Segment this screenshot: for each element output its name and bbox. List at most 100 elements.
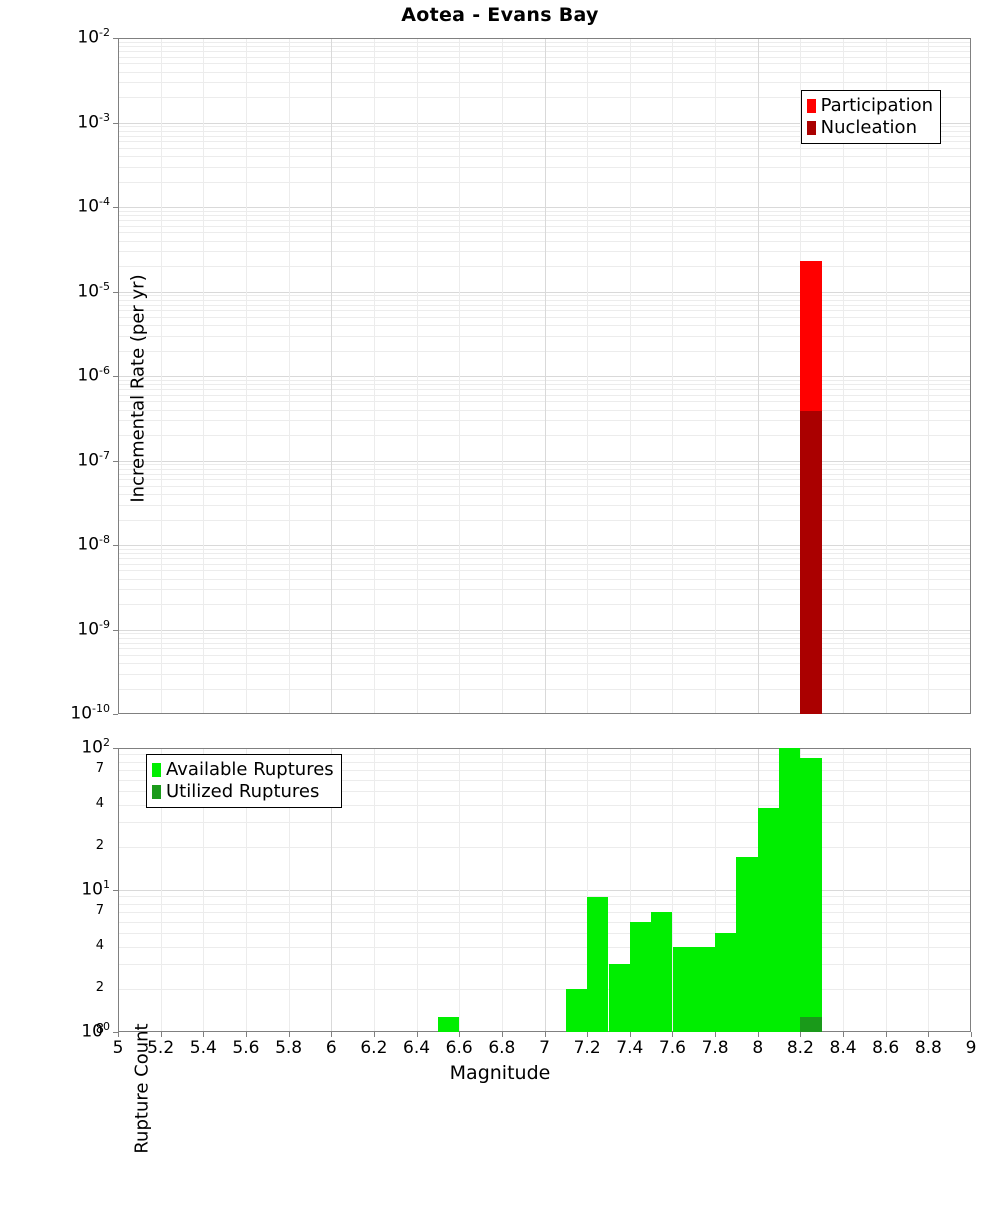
y-tick-mark bbox=[113, 630, 118, 631]
bar-nucleation bbox=[800, 410, 822, 714]
gridline-vertical bbox=[459, 38, 460, 714]
gridline-horizontal bbox=[118, 226, 971, 227]
gridline-vertical bbox=[928, 748, 929, 1032]
y-tick-mark bbox=[113, 748, 118, 749]
x-tick-label: 7.8 bbox=[701, 1038, 729, 1058]
y-tick-label: 101 bbox=[81, 878, 110, 900]
gridline-vertical bbox=[417, 748, 418, 1032]
gridline-horizontal bbox=[118, 589, 971, 590]
x-tick-label: 8.2 bbox=[786, 1038, 814, 1058]
gridline-horizontal bbox=[118, 420, 971, 421]
y-tick-label: 10-8 bbox=[77, 533, 110, 555]
x-tick-mark bbox=[161, 1032, 162, 1037]
top-panel-legend: Participation Nucleation bbox=[800, 90, 941, 144]
gridline-horizontal bbox=[118, 389, 971, 390]
gridline-horizontal bbox=[118, 505, 971, 506]
x-tick-mark bbox=[417, 1032, 418, 1037]
x-tick-label: 9 bbox=[965, 1038, 977, 1058]
gridline-horizontal bbox=[118, 896, 971, 897]
gridline-horizontal bbox=[118, 317, 971, 318]
gridline-horizontal bbox=[118, 822, 971, 823]
y-tick-label: 10-4 bbox=[77, 195, 110, 217]
x-tick-mark bbox=[800, 1032, 801, 1037]
gridline-vertical bbox=[203, 748, 204, 1032]
bar-available-ruptures bbox=[800, 758, 822, 1032]
gridline-horizontal bbox=[118, 141, 971, 142]
y-tick-mark bbox=[113, 292, 118, 293]
gridline-horizontal bbox=[118, 220, 971, 221]
gridline-horizontal bbox=[118, 148, 971, 149]
x-tick-mark bbox=[587, 1032, 588, 1037]
gridline-horizontal bbox=[118, 51, 971, 52]
gridline-horizontal bbox=[118, 46, 971, 47]
gridline-vertical bbox=[203, 38, 204, 714]
gridline-vertical bbox=[545, 38, 546, 714]
gridline-horizontal bbox=[118, 57, 971, 58]
x-tick-label: 5.6 bbox=[232, 1038, 260, 1058]
gridline-horizontal bbox=[118, 638, 971, 639]
gridline-horizontal bbox=[118, 604, 971, 605]
gridline-horizontal bbox=[118, 131, 971, 132]
x-tick-mark bbox=[331, 1032, 332, 1037]
gridline-horizontal bbox=[118, 464, 971, 465]
x-tick-mark bbox=[843, 1032, 844, 1037]
gridline-horizontal bbox=[118, 211, 971, 212]
bar-available-ruptures bbox=[437, 1017, 460, 1032]
gridline-horizontal bbox=[118, 97, 971, 98]
gridline-horizontal bbox=[118, 63, 971, 64]
gridline-horizontal bbox=[118, 770, 971, 771]
legend-item-nucleation: Nucleation bbox=[806, 117, 933, 139]
gridline-horizontal bbox=[118, 401, 971, 402]
y-tick-mark bbox=[113, 1032, 118, 1033]
gridline-horizontal bbox=[118, 241, 971, 242]
legend-label-available-ruptures: Available Ruptures bbox=[166, 759, 334, 780]
gridline-horizontal bbox=[118, 762, 971, 763]
gridline-horizontal bbox=[118, 72, 971, 73]
gridline-horizontal bbox=[118, 630, 971, 631]
gridline-horizontal bbox=[118, 633, 971, 634]
legend-label-nucleation: Nucleation bbox=[820, 117, 917, 138]
gridline-horizontal bbox=[118, 395, 971, 396]
bar-available-ruptures bbox=[565, 989, 588, 1032]
x-tick-label: 6.8 bbox=[488, 1038, 516, 1058]
gridline-vertical bbox=[715, 38, 716, 714]
gridline-vertical bbox=[374, 38, 375, 714]
y-tick-label: 10-2 bbox=[77, 26, 110, 48]
gridline-horizontal bbox=[118, 380, 971, 381]
gridline-vertical bbox=[843, 748, 844, 1032]
bar-available-ruptures bbox=[672, 946, 694, 1032]
bar-available-ruptures bbox=[587, 896, 609, 1032]
gridline-horizontal bbox=[118, 232, 971, 233]
gridline-vertical bbox=[417, 38, 418, 714]
x-tick-mark bbox=[246, 1032, 247, 1037]
gridline-horizontal bbox=[118, 805, 971, 806]
x-tick-mark bbox=[502, 1032, 503, 1037]
bar-available-ruptures bbox=[629, 921, 652, 1032]
top-panel-plot-area: Participation Nucleation Incremental Rat… bbox=[118, 38, 971, 714]
gridline-vertical bbox=[459, 748, 460, 1032]
gridline-horizontal bbox=[118, 167, 971, 168]
top-panel-y-axis-title: Incremental Rate (per yr) bbox=[127, 274, 149, 503]
gridline-horizontal bbox=[118, 570, 971, 571]
y-tick-label: 10-9 bbox=[77, 617, 110, 640]
y-tick-label-minor: 8 bbox=[95, 1022, 104, 1037]
gridline-vertical bbox=[331, 38, 332, 714]
gridline-horizontal bbox=[118, 136, 971, 137]
gridline-horizontal bbox=[118, 461, 971, 462]
y-tick-mark bbox=[113, 545, 118, 546]
x-tick-label: 7.6 bbox=[658, 1038, 686, 1058]
gridline-horizontal bbox=[118, 469, 971, 470]
gridline-horizontal bbox=[118, 791, 971, 792]
x-tick-label: 8.6 bbox=[872, 1038, 900, 1058]
gridline-vertical bbox=[161, 748, 162, 1032]
x-tick-mark bbox=[118, 1032, 119, 1037]
gridline-horizontal bbox=[118, 904, 971, 905]
gridline-horizontal bbox=[118, 655, 971, 656]
bottom-panel-y-axis-title: Rupture Count bbox=[131, 1023, 153, 1154]
gridline-vertical bbox=[289, 748, 290, 1032]
y-tick-mark bbox=[113, 376, 118, 377]
gridline-horizontal bbox=[118, 689, 971, 690]
gridline-horizontal bbox=[118, 410, 971, 411]
bottom-panel-legend: Available Ruptures Utilized Ruptures bbox=[146, 754, 342, 808]
y-tick-mark bbox=[113, 207, 118, 208]
